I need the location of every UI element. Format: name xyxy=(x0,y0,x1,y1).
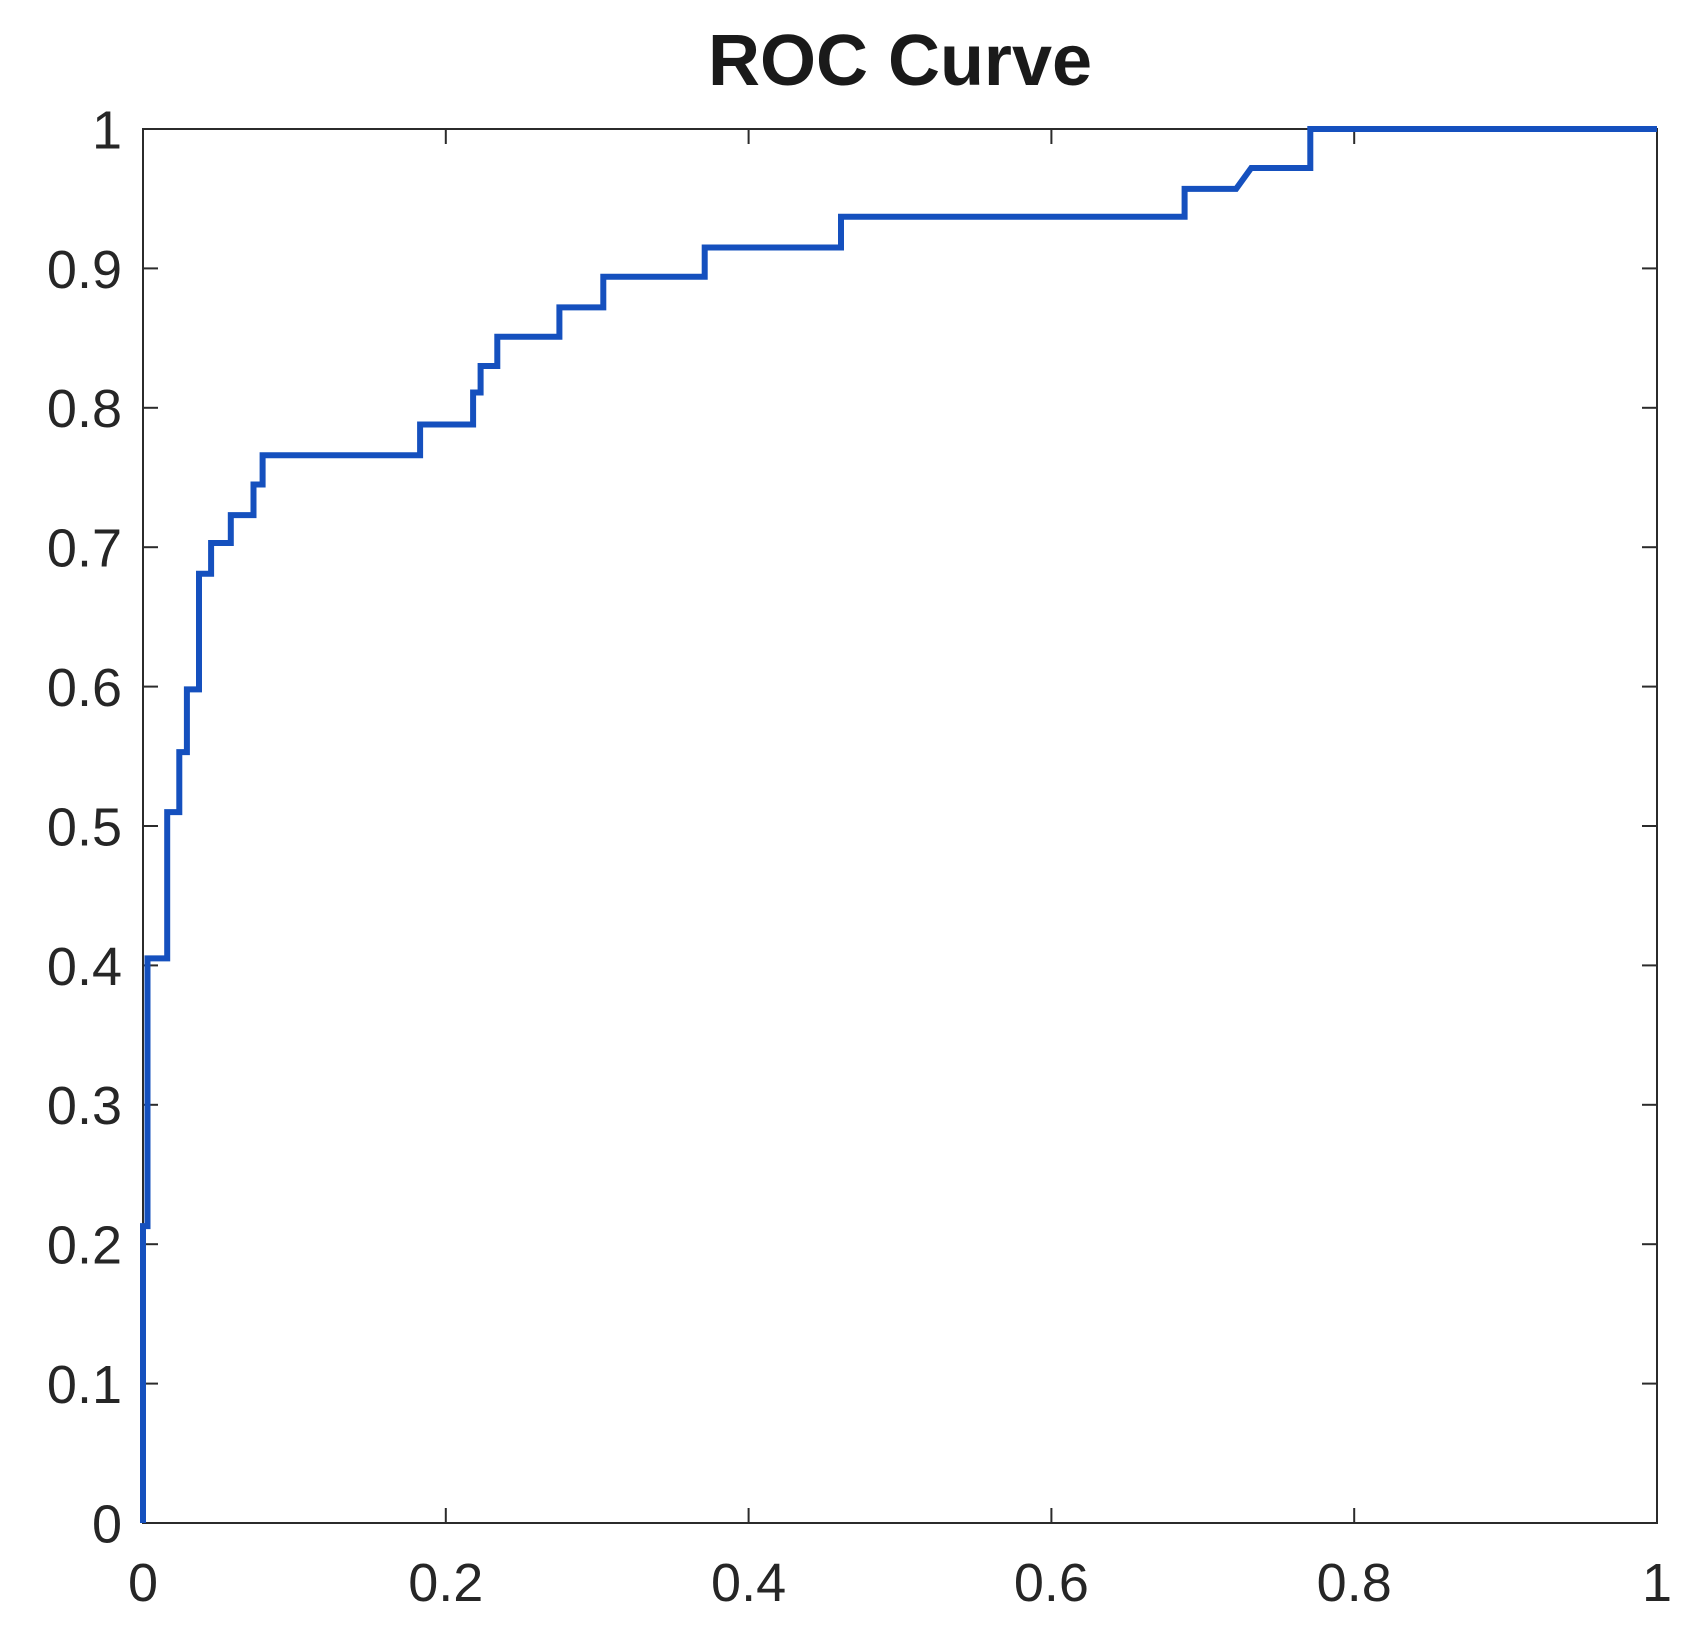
x-tick-label: 1 xyxy=(1642,1553,1672,1613)
y-tick-label: 0.2 xyxy=(47,1216,122,1276)
y-tick-label: 0 xyxy=(92,1494,122,1554)
x-tick-label: 0.4 xyxy=(711,1553,786,1613)
y-tick-label: 0.8 xyxy=(47,379,122,439)
y-tick-label: 0.5 xyxy=(47,797,122,857)
chart-title: ROC Curve xyxy=(707,21,1093,101)
x-tick-label: 0 xyxy=(128,1553,158,1613)
roc-curve-line xyxy=(140,126,1657,1523)
x-tick-label: 0.6 xyxy=(1014,1553,1089,1613)
plot-border xyxy=(142,128,1658,1524)
y-tick-label: 0.7 xyxy=(47,519,122,579)
y-tick-label: 0.9 xyxy=(47,240,122,300)
y-tick-label: 1 xyxy=(92,100,122,160)
y-tick-label: 0.1 xyxy=(47,1355,122,1415)
x-tick-label: 0.8 xyxy=(1317,1553,1392,1613)
x-tick-label: 0.2 xyxy=(408,1553,483,1613)
y-tick-label: 0.6 xyxy=(47,658,122,718)
y-tick-label: 0.4 xyxy=(47,937,122,997)
y-tick-label: 0.3 xyxy=(47,1076,122,1136)
